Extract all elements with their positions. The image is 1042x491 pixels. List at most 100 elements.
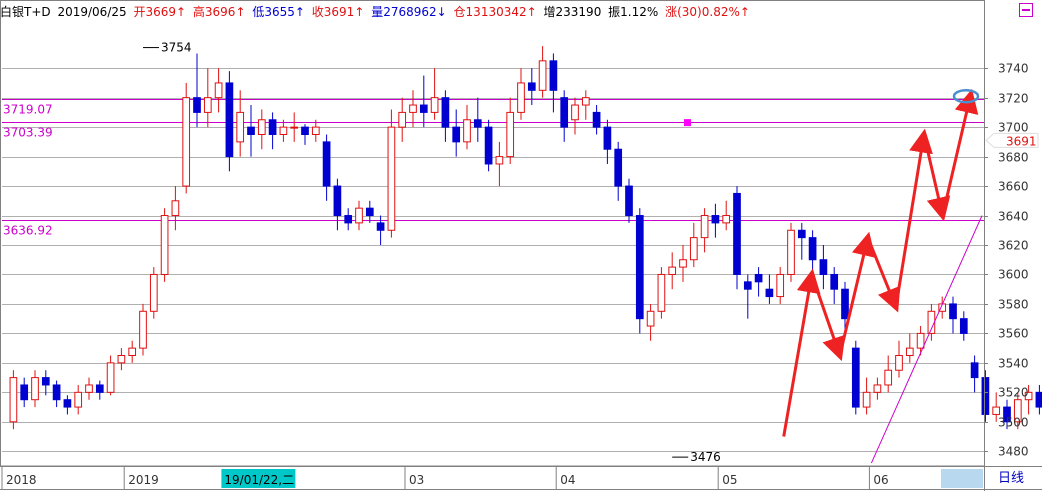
- candle-body: [689, 237, 698, 261]
- y-tick-label: 3720: [998, 92, 1029, 106]
- candle: [527, 68, 536, 106]
- interest-increase: 增233190: [543, 5, 602, 19]
- period-label-daily[interactable]: 日线: [997, 471, 1024, 486]
- candle-body: [592, 111, 601, 128]
- y-tick-label: 3740: [998, 62, 1029, 76]
- candle-body: [95, 384, 104, 393]
- candle: [344, 208, 353, 231]
- candle-body: [527, 82, 536, 91]
- candle: [581, 90, 590, 120]
- candle: [41, 370, 50, 396]
- candle-body: [819, 259, 828, 275]
- candle: [139, 303, 147, 356]
- candle: [992, 392, 1001, 422]
- candle: [257, 109, 266, 150]
- x-tick-label: 2018: [6, 473, 37, 487]
- candle: [495, 141, 504, 187]
- candle: [959, 311, 968, 341]
- candle-body: [571, 104, 579, 121]
- candle: [970, 355, 979, 393]
- candle: [463, 105, 471, 150]
- candle-body: [85, 384, 93, 393]
- candle-body: [884, 369, 893, 386]
- candle-body: [31, 377, 39, 401]
- minimize-icon[interactable]: [1019, 3, 1033, 17]
- candle-body: [128, 347, 137, 356]
- candle: [722, 200, 731, 231]
- candle: [862, 377, 871, 415]
- candle: [733, 186, 741, 290]
- candle: [430, 68, 439, 120]
- trend-arrow: [866, 237, 901, 313]
- volume: 量2768962↓: [371, 5, 447, 19]
- candle-body: [430, 97, 439, 113]
- candle: [689, 222, 698, 268]
- candle-body: [290, 126, 299, 129]
- candle-body: [754, 273, 763, 283]
- candle: [387, 109, 396, 238]
- candle-body: [711, 215, 720, 224]
- candle-body: [311, 126, 320, 135]
- y-tick-label: 3600: [998, 268, 1029, 282]
- candle-body: [247, 126, 255, 135]
- low-marker-label: 3476: [690, 450, 721, 464]
- candle: [149, 267, 158, 319]
- candle-body: [949, 303, 957, 320]
- candle: [1013, 392, 1022, 430]
- level-label: 3719.07: [3, 103, 53, 117]
- candle: [830, 267, 839, 304]
- candle-body: [851, 347, 860, 408]
- candle: [841, 281, 849, 334]
- candle: [214, 68, 223, 113]
- candle-body: [765, 288, 774, 298]
- candle-body: [895, 355, 903, 371]
- candle: [949, 296, 957, 334]
- trend-arrow: [894, 128, 933, 308]
- magenta-marker: [684, 119, 691, 127]
- candle-body: [279, 126, 288, 135]
- candle-body: [668, 266, 677, 275]
- candle: [1035, 384, 1042, 415]
- candle: [895, 340, 903, 378]
- candle: [981, 370, 990, 422]
- level-label: 3703.39: [3, 126, 53, 140]
- candle-body: [776, 273, 785, 298]
- candle-body: [473, 119, 482, 128]
- x-tick-label: 2019: [128, 473, 159, 487]
- candle-body: [268, 119, 277, 136]
- candle-body: [538, 60, 547, 91]
- candle: [711, 203, 720, 238]
- candle: [614, 141, 623, 201]
- candle: [679, 245, 687, 282]
- candle-body: [484, 126, 493, 165]
- candle: [365, 200, 374, 223]
- candle: [333, 178, 342, 231]
- candle-body: [333, 185, 342, 217]
- selection-block: [941, 469, 983, 488]
- candle: [776, 267, 785, 304]
- candle-body: [970, 362, 979, 379]
- candle-body: [387, 126, 396, 231]
- current-price-tag: [985, 132, 1039, 148]
- candle: [452, 109, 461, 157]
- trend-arrow: [941, 88, 979, 216]
- candle: [517, 68, 525, 120]
- candle-body: [214, 82, 223, 99]
- candle: [52, 380, 61, 408]
- candle: [182, 82, 191, 194]
- candle: [916, 326, 925, 356]
- candle-body: [117, 355, 126, 364]
- candle-body: [603, 126, 612, 150]
- trend-arrow: [838, 231, 876, 356]
- candle-body: [646, 310, 655, 327]
- candle-body: [301, 126, 309, 135]
- candle: [560, 90, 569, 142]
- candle-body: [419, 104, 428, 113]
- candle-body: [452, 126, 461, 143]
- candle: [549, 53, 558, 113]
- candle: [311, 119, 320, 142]
- candle: [301, 124, 309, 145]
- candle-body: [700, 215, 709, 239]
- y-tick-label: 3520: [998, 386, 1029, 400]
